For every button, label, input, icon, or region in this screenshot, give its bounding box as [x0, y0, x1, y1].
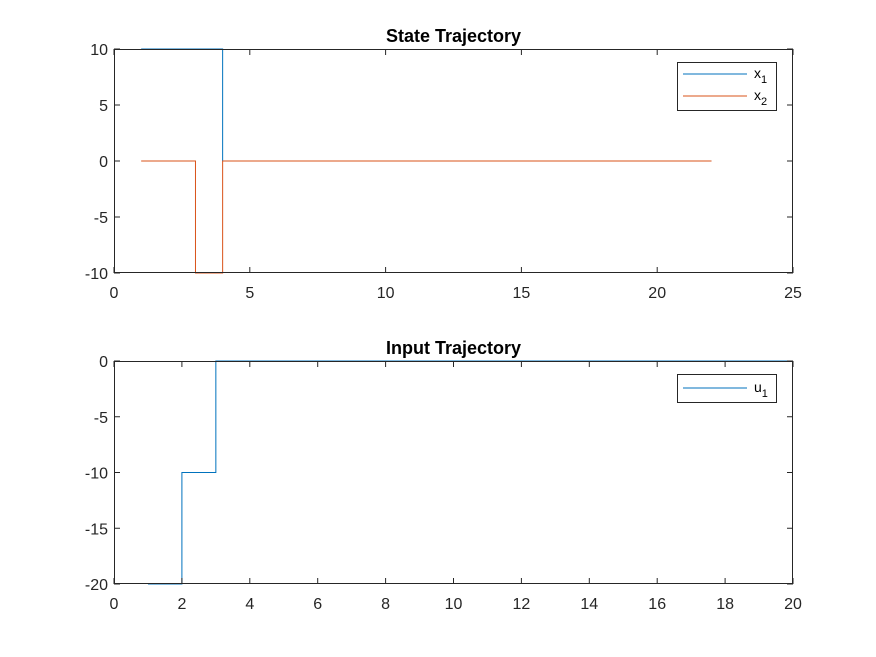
x-tick-label: 10	[377, 285, 395, 302]
y-tick-label: 10	[90, 42, 108, 59]
chart-title: State Trajectory	[386, 26, 521, 46]
input-trajectory-axes: 0 2 4 6 8 10 12 14 16 18 20 -20 -15 -10 -5 0 Input Traje…	[85, 338, 802, 613]
y-tick-label: -15	[85, 521, 108, 538]
x-tick-label: 16	[648, 596, 666, 613]
x-tick-label: 20	[648, 285, 666, 302]
y-tick-label: -20	[85, 577, 108, 594]
y-tick-label: -5	[94, 410, 108, 427]
x-tick-label: 12	[513, 596, 531, 613]
x-tick-label: 14	[580, 596, 598, 613]
x-tick-label: 8	[381, 596, 390, 613]
legend-label-x2: x2	[754, 87, 767, 108]
x-tick-label: 0	[110, 596, 119, 613]
legend-label-u1: u1	[754, 379, 768, 400]
legend-label-x1: x1	[754, 65, 767, 86]
x-tick-label: 25	[784, 285, 802, 302]
x-tick-label: 6	[313, 596, 322, 613]
legend	[677, 62, 777, 111]
x-tick-label: 5	[245, 285, 254, 302]
y-tick-label: 0	[99, 354, 108, 371]
x-tick-label: 20	[784, 596, 802, 613]
chart-title: Input Trajectory	[386, 338, 521, 358]
y-tick-label: -10	[85, 266, 108, 283]
x-tick-label: 4	[245, 596, 254, 613]
y-tick-label: 0	[99, 154, 108, 171]
y-tick-label: -10	[85, 466, 108, 483]
y-tick-label: -5	[94, 210, 108, 227]
x-tick-label: 18	[716, 596, 734, 613]
x-tick-label: 0	[110, 285, 119, 302]
x-tick-label: 10	[445, 596, 463, 613]
y-tick-label: 5	[99, 98, 108, 115]
x-tick-label: 2	[177, 596, 186, 613]
x-tick-label: 15	[513, 285, 531, 302]
